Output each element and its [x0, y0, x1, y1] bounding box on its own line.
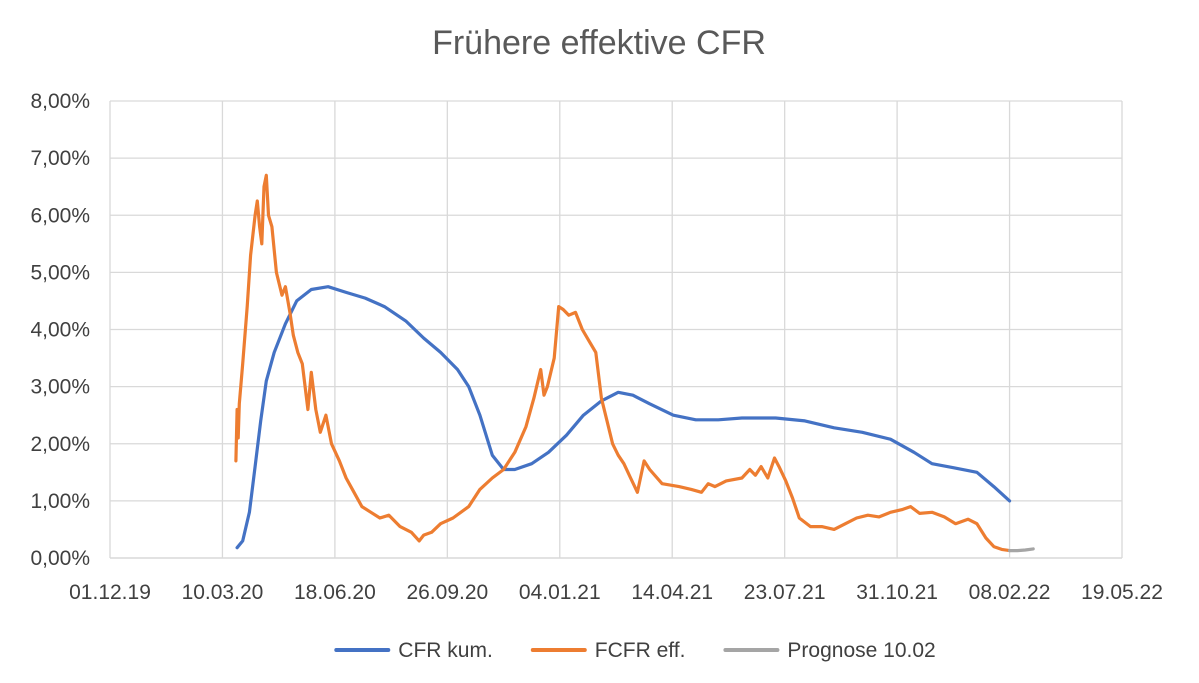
series-layer: [234, 173, 1035, 553]
chart-title: Frühere effektive CFR: [432, 24, 766, 62]
legend-item: Prognose 10.02: [723, 639, 936, 662]
y-tick-label: 6,00%: [30, 204, 90, 227]
grid: [109, 100, 1123, 558]
legend-label: FCFR eff.: [595, 639, 686, 662]
y-tick-label: 4,00%: [30, 319, 90, 342]
legend: CFR kum. FCFR eff. Prognose 10.02: [334, 639, 936, 662]
y-tick-label: 2,00%: [30, 433, 90, 456]
series-line-1: [235, 285, 1012, 550]
series-line-3: [1008, 547, 1035, 553]
legend-item: CFR kum.: [334, 639, 493, 662]
x-axis-tick-labels: 01.12.19 10.03.20 18.06.20 26.09.20 04.01.21…: [69, 581, 1163, 604]
y-tick-label: 7,00%: [30, 147, 90, 170]
y-tick-label: 3,00%: [30, 376, 90, 399]
x-tick-label: 08.02.22: [969, 581, 1051, 604]
x-tick-label: 31.10.21: [856, 581, 938, 604]
y-tick-label: 1,00%: [30, 490, 90, 513]
y-tick-label: 0,00%: [30, 547, 90, 570]
y-axis-tick-labels: 0,00% 1,00% 2,00% 3,00% 4,00% 5,00% 6,00% 7,00%…: [30, 90, 90, 570]
x-tick-label: 19.05.22: [1081, 581, 1163, 604]
x-tick-label: 23.07.21: [744, 581, 826, 604]
y-tick-label: 8,00%: [30, 90, 90, 113]
x-tick-label: 04.01.21: [519, 581, 601, 604]
x-tick-label: 18.06.20: [294, 581, 376, 604]
legend-item: FCFR eff.: [530, 639, 686, 662]
series-line-2: [234, 173, 1012, 553]
x-tick-label: 01.12.19: [69, 581, 151, 604]
legend-label: Prognose 10.02: [787, 639, 935, 662]
legend-label: CFR kum.: [398, 639, 493, 662]
x-tick-label: 10.03.20: [182, 581, 264, 604]
x-tick-label: 26.09.20: [406, 581, 488, 604]
x-tick-label: 14.04.21: [631, 581, 713, 604]
y-tick-label: 5,00%: [30, 261, 90, 284]
